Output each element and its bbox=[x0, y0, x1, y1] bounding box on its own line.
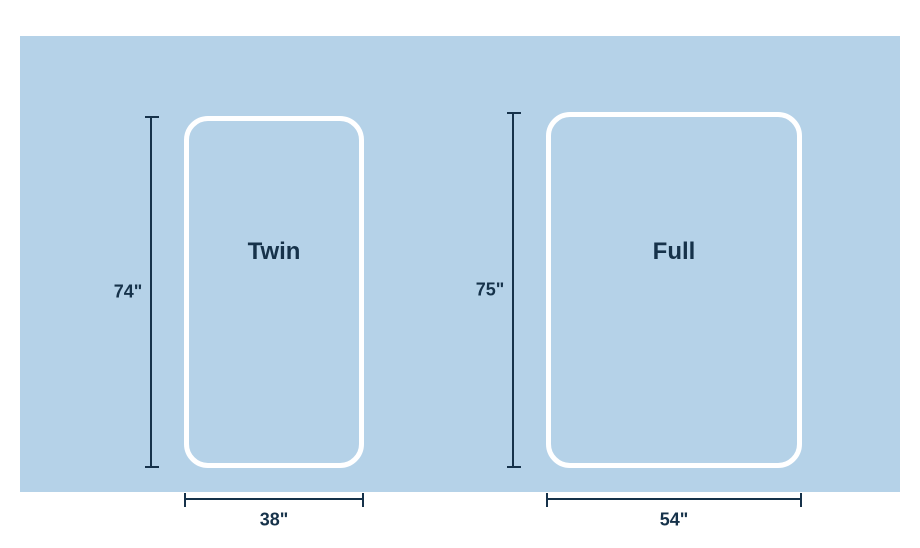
twin-width-label: 38" bbox=[260, 510, 289, 531]
twin-height-ruler bbox=[150, 116, 152, 468]
full-mattress-outline bbox=[546, 112, 802, 468]
full-label: Full bbox=[653, 238, 696, 266]
full-height-ruler bbox=[512, 112, 514, 468]
twin-height-label: 74" bbox=[114, 282, 143, 303]
twin-mattress-outline bbox=[184, 116, 364, 468]
full-width-label: 54" bbox=[660, 510, 689, 531]
diagram-canvas: Twin 74" 38" Full 75" 54" bbox=[0, 0, 920, 548]
twin-width-ruler bbox=[184, 498, 364, 500]
diagram-panel: Twin74"38"Full75"54" bbox=[20, 36, 900, 492]
full-height-label: 75" bbox=[476, 280, 505, 301]
twin-label: Twin bbox=[248, 238, 301, 266]
full-width-ruler bbox=[546, 498, 802, 500]
